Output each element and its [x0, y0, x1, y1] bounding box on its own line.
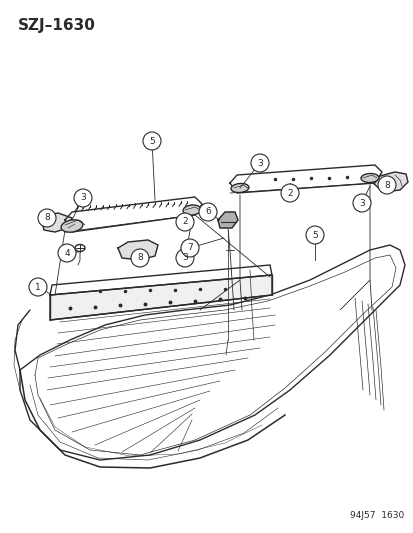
Circle shape — [176, 249, 194, 267]
Text: 3: 3 — [182, 254, 188, 262]
Text: 2: 2 — [287, 189, 292, 198]
Polygon shape — [218, 212, 237, 228]
Text: SZJ–1630: SZJ–1630 — [18, 18, 96, 33]
Text: 5: 5 — [311, 230, 317, 239]
Circle shape — [58, 244, 76, 262]
Text: 3: 3 — [358, 198, 364, 207]
Circle shape — [199, 203, 216, 221]
Circle shape — [176, 213, 194, 231]
Text: 3: 3 — [256, 158, 262, 167]
Text: 2: 2 — [182, 217, 188, 227]
Circle shape — [131, 249, 149, 267]
Circle shape — [29, 278, 47, 296]
Polygon shape — [20, 245, 404, 460]
Circle shape — [305, 226, 323, 244]
Text: 8: 8 — [44, 214, 50, 222]
Ellipse shape — [75, 245, 85, 252]
Polygon shape — [230, 165, 381, 193]
Text: 5: 5 — [149, 136, 154, 146]
Ellipse shape — [61, 220, 83, 232]
Ellipse shape — [183, 205, 200, 215]
Circle shape — [377, 176, 395, 194]
Text: 8: 8 — [137, 254, 142, 262]
Circle shape — [180, 239, 199, 257]
Text: 6: 6 — [204, 207, 210, 216]
Text: 4: 4 — [64, 248, 70, 257]
Polygon shape — [42, 213, 72, 232]
Polygon shape — [50, 275, 271, 320]
Circle shape — [142, 132, 161, 150]
Ellipse shape — [230, 183, 248, 192]
Text: 1: 1 — [35, 282, 41, 292]
Text: 94J57  1630: 94J57 1630 — [349, 511, 403, 520]
Text: 3: 3 — [80, 193, 85, 203]
Polygon shape — [65, 197, 202, 232]
Circle shape — [352, 194, 370, 212]
Polygon shape — [371, 172, 407, 192]
Circle shape — [280, 184, 298, 202]
Polygon shape — [118, 240, 158, 260]
Circle shape — [38, 209, 56, 227]
Ellipse shape — [360, 174, 378, 182]
Circle shape — [74, 189, 92, 207]
Text: 8: 8 — [383, 181, 389, 190]
Text: 7: 7 — [187, 244, 192, 253]
Polygon shape — [50, 265, 271, 295]
Circle shape — [250, 154, 268, 172]
